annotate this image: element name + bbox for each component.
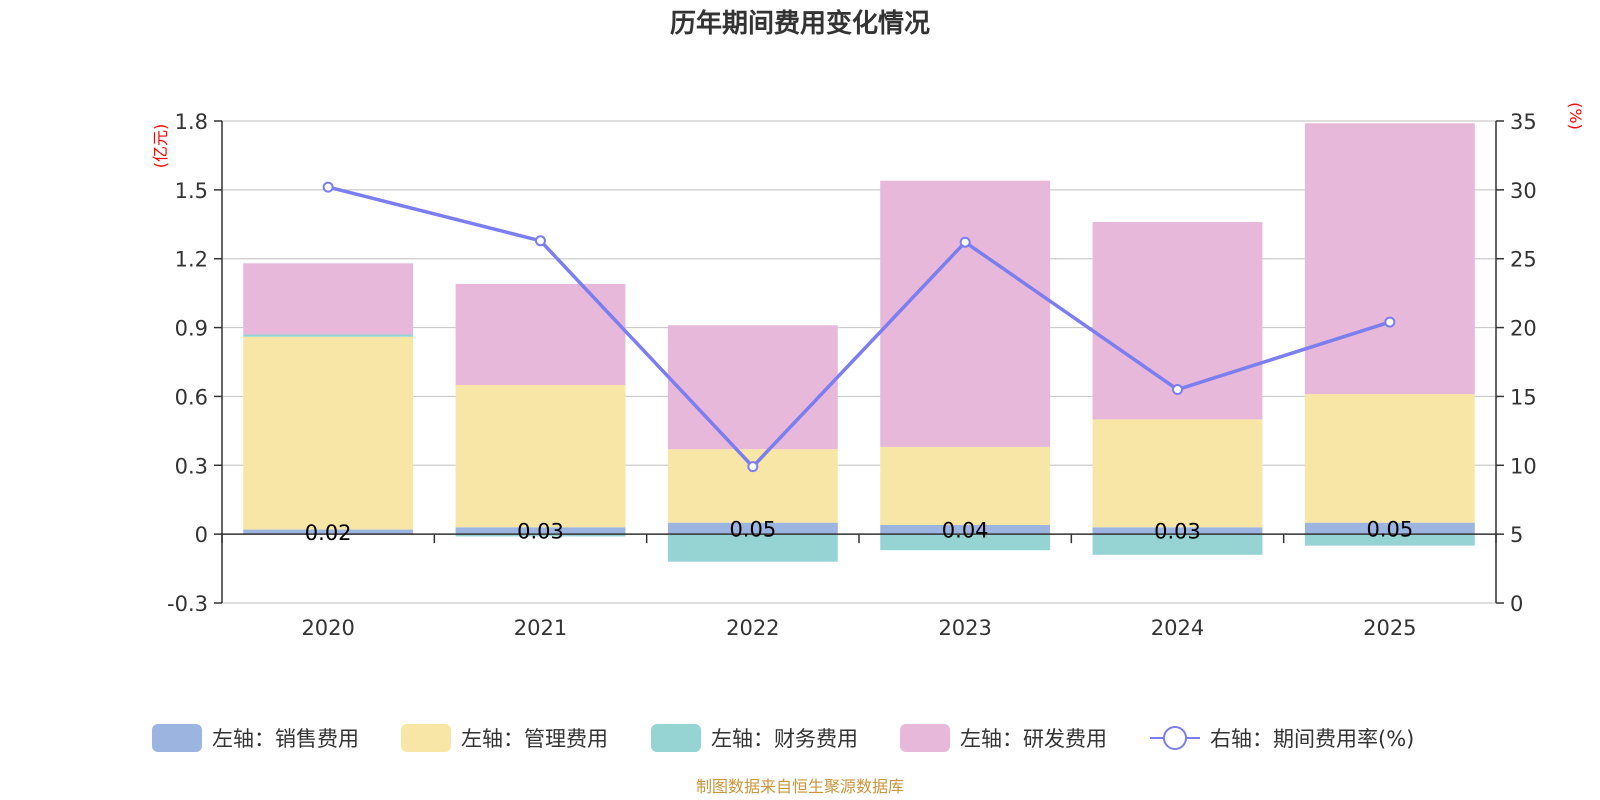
left-axis-tick-label: 1.2	[175, 248, 208, 272]
data-label: 0.04	[942, 519, 989, 543]
bar-3-2023	[880, 534, 1051, 551]
right-axis-tick-label: 20	[1510, 317, 1537, 341]
left-axis-tick-label: 0.6	[175, 385, 208, 409]
left-axis-tick-label: 0.3	[175, 454, 208, 478]
left-axis-unit: (亿元)	[151, 124, 170, 169]
bar-3-2025	[1304, 534, 1475, 546]
left-axis-tick-label: 1.8	[175, 110, 208, 134]
legend-swatch	[900, 724, 950, 752]
bar-4-2023	[880, 180, 1051, 447]
bar-1-2023	[880, 524, 1051, 535]
bar-1-2022	[667, 522, 838, 535]
left-axis-tick-label: 1.5	[175, 179, 208, 203]
rate-point	[1172, 384, 1183, 396]
bar-2-2022	[667, 449, 838, 523]
bar-3-2021	[455, 534, 626, 537]
bar-2-2024	[1092, 419, 1263, 528]
left-axis-tick-label: 0	[195, 523, 208, 547]
left-axis-tick-label: -0.3	[167, 592, 208, 616]
legend-swatch	[152, 724, 202, 752]
data-labels: 0.02 0.03 0.05 0.04 0.03 0.05	[305, 517, 1413, 544]
chart-title: 历年期间费用变化情况	[670, 8, 930, 39]
legend-label: 左轴：研发费用	[960, 727, 1107, 751]
bar-3-2020	[243, 334, 414, 337]
x-axis-tick-label: 2021	[514, 616, 567, 640]
bar-2-2025	[1304, 394, 1475, 523]
rate-line	[327, 185, 1391, 469]
rate-point	[322, 181, 334, 193]
bar-1-2024	[1092, 527, 1263, 535]
bar-1-2021	[455, 527, 626, 535]
legend-label: 左轴：财务费用	[711, 727, 858, 751]
legend-label: 左轴：管理费用	[461, 727, 608, 751]
x-axis-tick-label: 2023	[938, 616, 991, 640]
bar-1-2025	[1304, 522, 1475, 535]
rate-point	[747, 461, 759, 473]
x-axis-tick-label: 2025	[1363, 616, 1416, 640]
right-axis-tick-label: 10	[1510, 454, 1537, 478]
x-axis-tick-label: 2022	[726, 616, 779, 640]
x-axis-tick-label: 2024	[1151, 616, 1204, 640]
axes: -0.300.30.60.91.21.51.805101520253035202…	[167, 110, 1537, 640]
bar-4-2020	[243, 263, 414, 335]
bar-4-2022	[667, 325, 838, 450]
legend: 左轴：销售费用 左轴：管理费用 左轴：财务费用 左轴：研发费用 右轴：期间费用率(%)	[152, 724, 1414, 752]
bar-2-2021	[455, 384, 626, 528]
bar-4-2021	[455, 283, 626, 385]
right-axis-tick-label: 25	[1510, 248, 1537, 272]
right-axis-tick-label: 15	[1510, 385, 1537, 409]
legend-label: 右轴：期间费用率(%)	[1210, 727, 1414, 751]
legend-swatch	[651, 724, 701, 752]
bar-1-2020	[243, 529, 414, 535]
bar-4-2025	[1304, 123, 1475, 395]
rate-point	[959, 236, 971, 248]
rate-point	[535, 235, 546, 247]
right-axis-unit: (%)	[1566, 102, 1585, 130]
right-axis-tick-label: 0	[1510, 592, 1523, 616]
bar-2-2023	[880, 446, 1051, 525]
legend-swatch	[401, 724, 451, 752]
rate-line-series	[322, 181, 1396, 473]
data-label: 0.05	[1366, 517, 1413, 541]
data-label: 0.03	[1154, 520, 1201, 544]
bar-2-2020	[243, 336, 414, 530]
bar-3-2022	[667, 534, 838, 562]
data-label: 0.05	[729, 517, 776, 541]
right-axis-tick-label: 5	[1510, 523, 1523, 547]
source-note: 制图数据来自恒生聚源数据库	[696, 777, 904, 796]
legend-swatch-marker	[1163, 726, 1187, 750]
right-axis-tick-label: 30	[1510, 179, 1537, 203]
data-label: 0.02	[305, 521, 352, 545]
data-label: 0.03	[517, 520, 564, 544]
left-axis-tick-label: 0.9	[175, 317, 208, 341]
x-axis-tick-label: 2020	[301, 616, 354, 640]
legend-label: 左轴：销售费用	[212, 727, 359, 751]
rate-point	[1384, 316, 1396, 328]
right-axis-tick-label: 35	[1510, 110, 1537, 134]
bar-series	[243, 123, 1475, 562]
bar-3-2024	[1092, 534, 1263, 555]
